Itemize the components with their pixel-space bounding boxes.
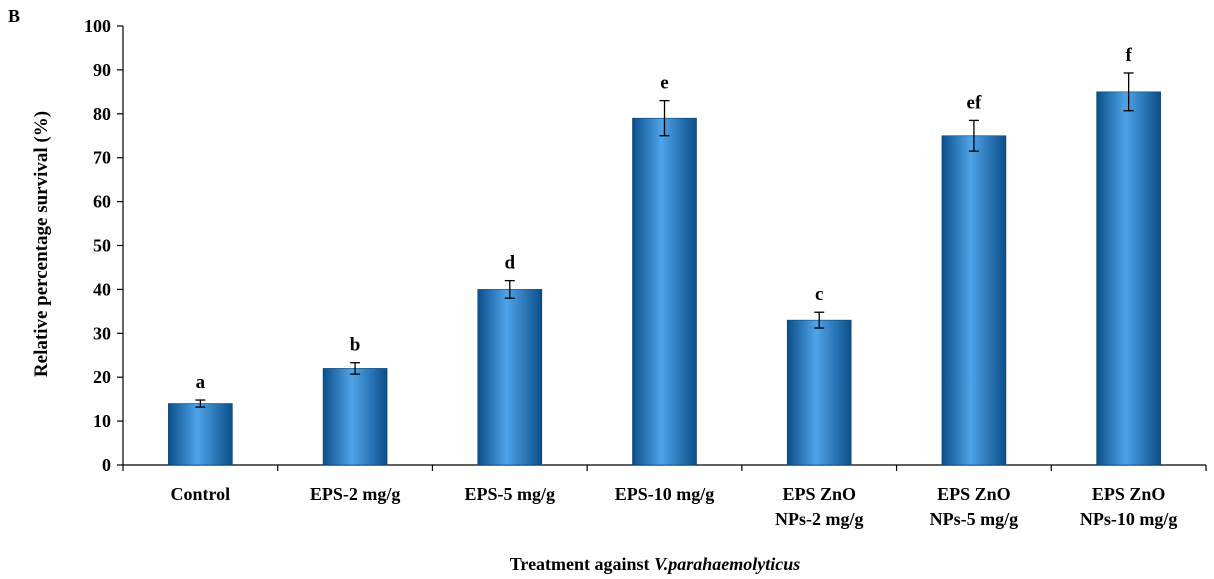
bar (477, 289, 543, 466)
x-tick-label-line: EPS-5 mg/g (465, 484, 556, 504)
significance-letter: b (350, 335, 361, 356)
x-tick-label: EPS ZnO NPs-5 mg/g (930, 484, 1019, 529)
y-tick-label: 60 (93, 192, 111, 212)
panel-label: B (8, 6, 20, 26)
x-tick-label: EPS-5 mg/g (465, 484, 556, 504)
bar (941, 135, 1007, 466)
significance-letter: ef (967, 92, 982, 113)
x-tick-label-line: NPs-5 mg/g (930, 509, 1019, 529)
bar (786, 319, 852, 466)
x-axis-label-species: V.parahaemolyticus (654, 554, 800, 574)
x-tick-label: EPS ZnO NPs-10 mg/g (1080, 484, 1178, 529)
x-axis-label: Treatment against V.parahaemolyticus (510, 554, 801, 574)
x-tick-label-line: NPs-10 mg/g (1080, 509, 1178, 529)
significance-letter: c (815, 284, 823, 305)
y-tick-label: 10 (93, 411, 111, 431)
y-tick-label: 0 (102, 455, 111, 475)
y-tick-label: 40 (93, 279, 111, 299)
x-tick-label: EPS-2 mg/g (310, 484, 401, 504)
y-tick-label: 100 (84, 16, 111, 36)
x-tick-label-line: Control (171, 484, 231, 504)
error-bar (659, 99, 670, 137)
x-tick-label: Control (171, 484, 231, 504)
error-bar (814, 311, 825, 329)
bar (632, 117, 697, 466)
y-tick-label: 20 (93, 367, 111, 387)
error-bar (1123, 72, 1134, 112)
x-tick-label-line: NPs-2 mg/g (775, 509, 864, 529)
y-tick-label: 80 (93, 104, 111, 124)
y-tick-label: 90 (93, 60, 111, 80)
significance-letter: e (660, 73, 668, 94)
error-bar (195, 399, 206, 408)
error-bar (504, 279, 515, 299)
error-bar (968, 119, 979, 152)
bar (168, 403, 233, 466)
error-bar (350, 362, 361, 375)
x-tick-label-line: EPS ZnO (937, 484, 1011, 504)
x-tick-label-line: EPS-2 mg/g (310, 484, 401, 504)
y-axis-label: Relative percentage survival (%) (31, 111, 52, 377)
x-tick-label: EPS-10 mg/g (615, 484, 715, 504)
x-tick-label-line: EPS ZnO (1092, 484, 1166, 504)
y-tick-label: 30 (93, 323, 111, 343)
y-tick-label: 50 (93, 236, 111, 256)
significance-letter: f (1125, 45, 1132, 66)
bar (322, 368, 388, 466)
x-tick-label: EPS ZnO NPs-2 mg/g (775, 484, 864, 529)
y-tick-label: 70 (93, 148, 111, 168)
x-tick-label-line: EPS-10 mg/g (615, 484, 715, 504)
significance-letter: a (196, 372, 206, 393)
bar (1096, 91, 1161, 466)
x-axis-label-text: Treatment against (510, 554, 654, 574)
significance-letter: d (504, 253, 515, 274)
x-tick-label-line: EPS ZnO (782, 484, 856, 504)
